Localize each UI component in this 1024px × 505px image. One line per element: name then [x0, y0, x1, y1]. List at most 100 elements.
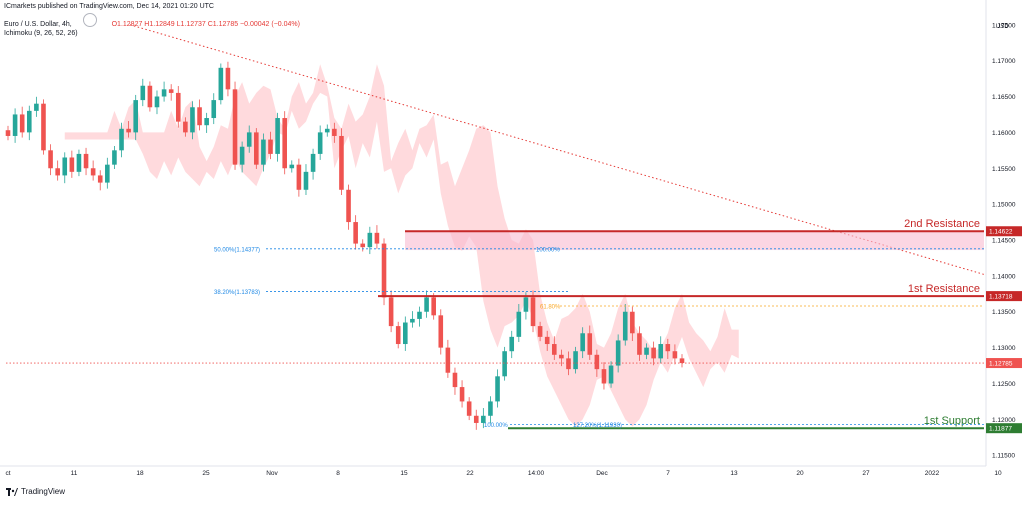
candle-body	[594, 354, 600, 370]
level-name: 2nd Resistance	[904, 218, 980, 230]
price-tag	[986, 226, 1022, 237]
candle-body	[133, 100, 139, 133]
candle-body	[83, 153, 89, 169]
publisher-line: ICmarkets published on TradingView.com, …	[4, 3, 214, 10]
y-tick-label: 1.15000	[992, 202, 1016, 209]
x-tick-label: Nov	[266, 470, 278, 477]
y-tick-label: 1.13000	[992, 345, 1016, 352]
y-tick-label: 1.15500	[992, 166, 1016, 173]
x-tick-label: 27	[862, 470, 870, 477]
candle-body	[332, 128, 337, 136]
fib-label: 61.80%	[540, 305, 561, 311]
candle-body	[12, 114, 18, 136]
candle-body	[559, 354, 564, 359]
candle-body	[296, 164, 302, 190]
last-price-label: 1.12785	[989, 361, 1013, 368]
y-tick-label: 1.16500	[992, 94, 1016, 101]
candle-body	[175, 92, 181, 122]
candle-body	[69, 157, 75, 172]
candle-body	[551, 344, 557, 355]
x-tick-label: 13	[730, 470, 738, 477]
candle-body	[665, 344, 671, 352]
candle-body	[445, 347, 451, 373]
candle-body	[395, 326, 401, 345]
x-tick-label: 18	[136, 470, 144, 477]
candle-body	[410, 318, 415, 323]
candle-body	[530, 297, 536, 327]
candle-body	[34, 103, 39, 111]
fib-label: 100.00%	[484, 423, 508, 429]
candle-body	[523, 297, 529, 312]
candle-body	[438, 315, 444, 348]
x-tick-label: 25	[202, 470, 210, 477]
fib-label: 127.20%(1.11930)	[573, 423, 622, 429]
x-tick-label: 7	[666, 470, 670, 477]
x-tick-label: 11	[71, 470, 78, 477]
candle-body	[119, 128, 124, 151]
candle-body	[488, 401, 493, 416]
tradingview-logo-icon	[6, 487, 18, 496]
candle-body	[658, 344, 664, 359]
candle-body	[254, 132, 259, 165]
candle-body	[161, 89, 167, 97]
candle-body	[218, 67, 224, 101]
y-tick-label: 1.17500	[992, 22, 1016, 29]
x-tick-label: 8	[336, 470, 340, 477]
price-unit-label: USD	[996, 24, 1009, 30]
last-price-tag	[986, 358, 1022, 369]
candle-body	[303, 171, 309, 190]
collapse-toggle-icon[interactable]	[83, 13, 97, 27]
y-tick-label: 1.16000	[992, 130, 1016, 137]
level-name: 1st Support	[924, 415, 980, 427]
fib-label: 100.00%	[536, 247, 560, 253]
y-tick-label: 1.13500	[992, 309, 1016, 316]
candle-body	[537, 326, 543, 337]
candle-body	[190, 107, 195, 133]
candle-body	[587, 333, 593, 355]
x-tick-label: ct	[5, 470, 10, 477]
candle-body	[97, 175, 103, 183]
candle-body	[672, 351, 678, 359]
price-tag	[986, 291, 1022, 302]
candle-body	[622, 311, 628, 341]
x-tick-label: 10	[994, 470, 1002, 477]
candle-body	[41, 103, 46, 151]
price-tag-label: 1.13718	[989, 294, 1013, 301]
candle-body	[147, 85, 153, 108]
candle-body	[5, 130, 11, 136]
candle-body	[339, 135, 344, 190]
candle-body	[168, 89, 174, 93]
candle-body	[246, 132, 252, 147]
x-tick-label: 15	[400, 470, 408, 477]
candle-body	[580, 333, 585, 352]
candle-body	[346, 189, 351, 223]
candle-body	[424, 297, 429, 312]
candle-body	[615, 340, 621, 366]
candle-body	[502, 351, 507, 377]
candle-body	[466, 401, 472, 416]
candle-body	[261, 139, 266, 165]
candle-body	[310, 153, 316, 172]
candle-body	[381, 243, 387, 298]
brand-label: TradingView	[21, 487, 66, 496]
candle-body	[388, 297, 394, 327]
candle-body	[637, 333, 642, 355]
y-tick-label: 1.17000	[992, 58, 1016, 65]
symbol-label: Euro / U.S. Dollar, 4h,	[4, 21, 72, 28]
candle-body	[608, 365, 614, 384]
candle-body	[204, 118, 209, 126]
candle-body	[275, 118, 280, 154]
candle-body	[19, 114, 25, 133]
y-tick-label: 1.12000	[992, 417, 1016, 424]
candle-body	[317, 132, 323, 154]
candle-body	[353, 222, 358, 244]
candle-body	[105, 164, 110, 183]
candle-body	[126, 128, 131, 133]
y-tick-label: 1.11500	[992, 453, 1015, 460]
candle-body	[239, 146, 245, 165]
candle-body	[324, 128, 330, 133]
candle-body	[225, 67, 231, 90]
candle-body	[630, 311, 635, 334]
